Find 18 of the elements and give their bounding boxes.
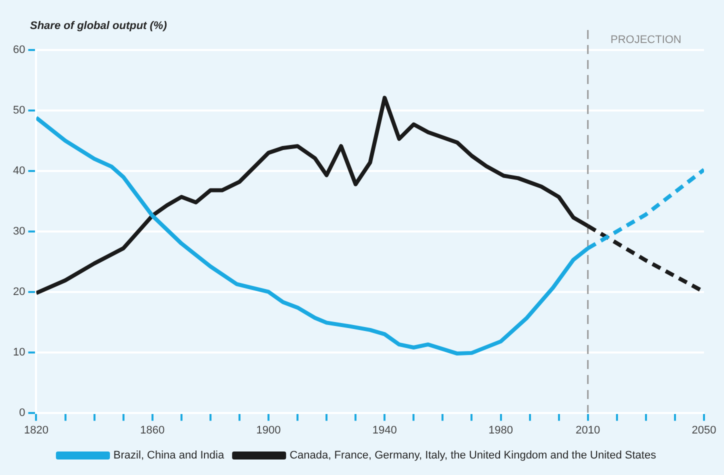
- y-axis-title: Share of global output (%): [30, 20, 168, 32]
- y-tick-label: 50: [12, 104, 26, 116]
- y-tick-label: 0: [19, 406, 26, 419]
- y-tick-label: 10: [12, 346, 26, 358]
- x-tick-label: 1860: [140, 424, 165, 436]
- ref-line-label: PROJECTION: [610, 34, 682, 46]
- legend-label: Canada, France, Germany, Italy, the United Kingdom and the United States: [290, 450, 657, 462]
- y-tick-label: 30: [12, 225, 26, 238]
- y-tick-label: 40: [12, 164, 26, 177]
- legend-label: Brazil, China and India: [113, 450, 225, 462]
- y-tick-label: 20: [12, 286, 26, 298]
- x-tick-label: 2010: [576, 424, 600, 436]
- x-tick-label: 1940: [372, 424, 397, 436]
- x-tick-label: 1820: [24, 424, 48, 436]
- y-tick-label: 60: [12, 44, 26, 56]
- x-tick-label: 2050: [692, 424, 716, 436]
- x-tick-label: 1980: [488, 424, 514, 436]
- x-tick-label: 1900: [256, 424, 281, 436]
